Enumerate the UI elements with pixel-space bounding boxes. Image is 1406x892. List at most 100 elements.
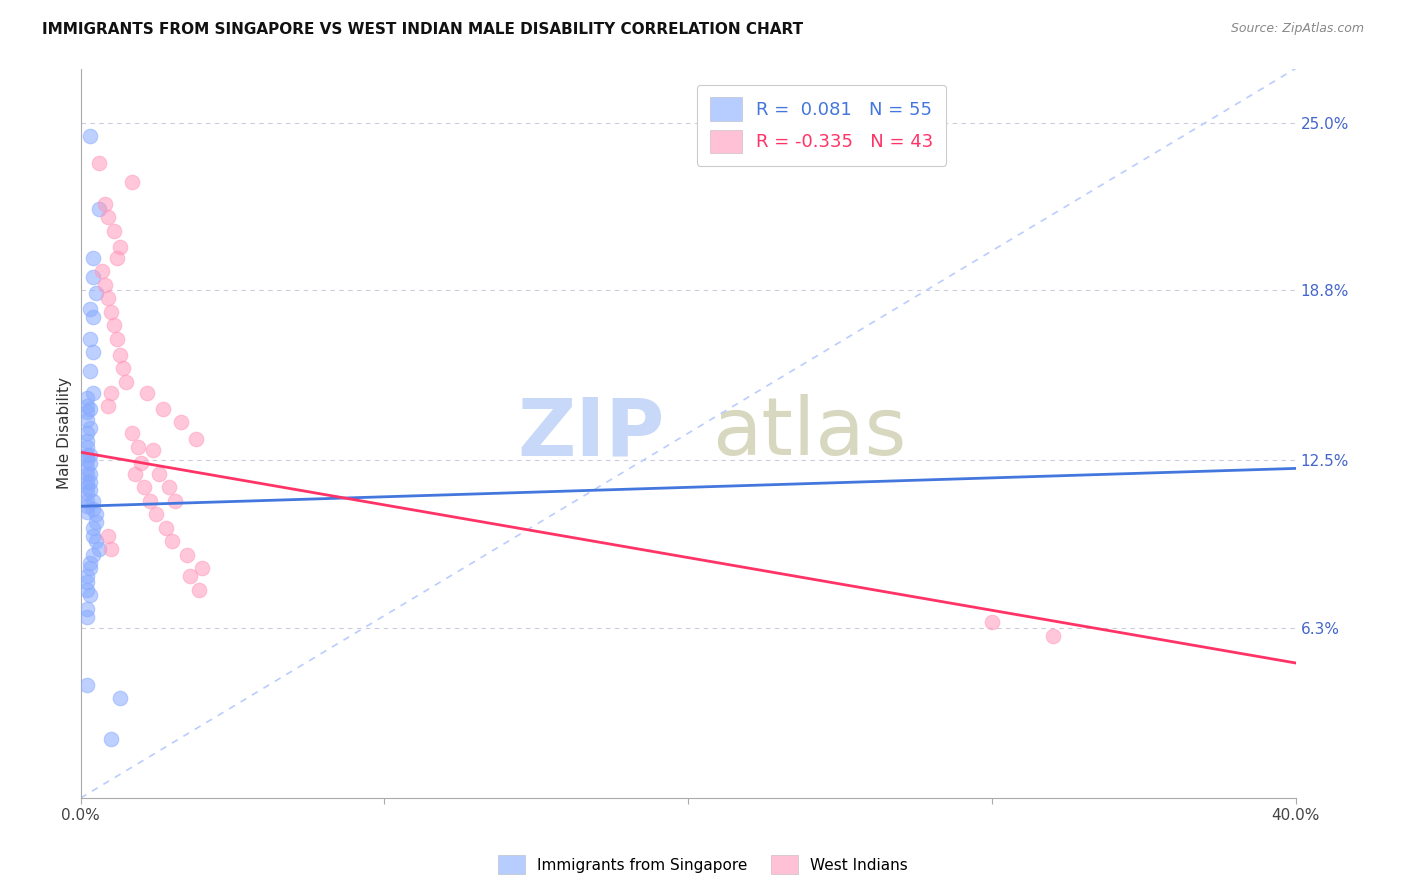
Point bbox=[76, 493, 98, 508]
Point bbox=[87, 542, 110, 557]
Point bbox=[76, 426, 98, 441]
Point bbox=[79, 421, 101, 435]
Point bbox=[108, 240, 131, 254]
Point bbox=[100, 304, 122, 318]
Point bbox=[108, 691, 131, 706]
Text: atlas: atlas bbox=[713, 394, 907, 472]
Point bbox=[100, 385, 122, 400]
Point bbox=[179, 569, 201, 583]
Point bbox=[97, 399, 120, 413]
Point bbox=[163, 493, 186, 508]
Point bbox=[76, 413, 98, 427]
Point bbox=[127, 440, 149, 454]
Point bbox=[115, 375, 138, 389]
Point bbox=[1042, 629, 1064, 643]
Point bbox=[134, 480, 156, 494]
Point bbox=[84, 285, 107, 300]
Point bbox=[76, 582, 98, 597]
Point bbox=[94, 277, 117, 292]
Point bbox=[79, 364, 101, 378]
Point bbox=[100, 542, 122, 557]
Point bbox=[100, 731, 122, 746]
Point bbox=[79, 483, 101, 497]
Point bbox=[79, 301, 101, 316]
Point bbox=[124, 467, 146, 481]
Point bbox=[112, 361, 135, 376]
Point bbox=[145, 508, 167, 522]
Point bbox=[79, 475, 101, 489]
Point bbox=[176, 548, 198, 562]
Point bbox=[136, 385, 159, 400]
Point bbox=[139, 493, 162, 508]
Point bbox=[97, 291, 120, 305]
Point bbox=[82, 521, 104, 535]
Point bbox=[79, 401, 101, 416]
Point bbox=[188, 582, 211, 597]
Point bbox=[121, 175, 143, 189]
Point bbox=[87, 202, 110, 216]
Point bbox=[94, 196, 117, 211]
Point bbox=[76, 500, 98, 514]
Point bbox=[108, 348, 131, 362]
Legend: Immigrants from Singapore, West Indians: Immigrants from Singapore, West Indians bbox=[492, 849, 914, 880]
Point bbox=[76, 391, 98, 405]
Point bbox=[76, 610, 98, 624]
Point bbox=[142, 442, 165, 457]
Point bbox=[76, 602, 98, 616]
Point bbox=[76, 467, 98, 481]
Point bbox=[148, 467, 170, 481]
Point bbox=[155, 521, 177, 535]
Point bbox=[84, 516, 107, 530]
Point bbox=[129, 456, 152, 470]
Point bbox=[121, 426, 143, 441]
Point bbox=[157, 480, 180, 494]
Point bbox=[76, 461, 98, 475]
Point bbox=[103, 318, 125, 333]
Point bbox=[82, 529, 104, 543]
Point bbox=[82, 345, 104, 359]
Point bbox=[79, 467, 101, 481]
Point bbox=[82, 251, 104, 265]
Y-axis label: Male Disability: Male Disability bbox=[58, 377, 72, 490]
Point bbox=[76, 453, 98, 467]
Point bbox=[90, 264, 112, 278]
Point bbox=[97, 210, 120, 224]
Point bbox=[152, 401, 174, 416]
Point bbox=[79, 456, 101, 470]
Point bbox=[76, 434, 98, 449]
Point bbox=[76, 480, 98, 494]
Point bbox=[103, 224, 125, 238]
Point bbox=[82, 502, 104, 516]
Point bbox=[76, 677, 98, 691]
Point bbox=[84, 508, 107, 522]
Point bbox=[170, 416, 193, 430]
Point bbox=[76, 485, 98, 500]
Point bbox=[191, 561, 214, 575]
Point bbox=[84, 534, 107, 549]
Point bbox=[79, 561, 101, 575]
Point bbox=[980, 615, 1002, 630]
Point bbox=[82, 269, 104, 284]
Text: IMMIGRANTS FROM SINGAPORE VS WEST INDIAN MALE DISABILITY CORRELATION CHART: IMMIGRANTS FROM SINGAPORE VS WEST INDIAN… bbox=[42, 22, 803, 37]
Point bbox=[76, 440, 98, 454]
Point bbox=[76, 574, 98, 589]
Point bbox=[76, 475, 98, 489]
Point bbox=[76, 405, 98, 419]
Point bbox=[76, 569, 98, 583]
Text: Source: ZipAtlas.com: Source: ZipAtlas.com bbox=[1230, 22, 1364, 36]
Point bbox=[79, 556, 101, 570]
Point bbox=[82, 385, 104, 400]
Point bbox=[76, 505, 98, 519]
Point bbox=[87, 156, 110, 170]
Legend: R =  0.081   N = 55, R = -0.335   N = 43: R = 0.081 N = 55, R = -0.335 N = 43 bbox=[697, 85, 946, 166]
Point bbox=[105, 251, 128, 265]
Point bbox=[97, 529, 120, 543]
Point bbox=[184, 432, 207, 446]
Point bbox=[79, 129, 101, 144]
Point bbox=[82, 548, 104, 562]
Point bbox=[160, 534, 183, 549]
Text: ZIP: ZIP bbox=[517, 394, 665, 472]
Point bbox=[79, 332, 101, 346]
Point bbox=[79, 448, 101, 462]
Point bbox=[82, 493, 104, 508]
